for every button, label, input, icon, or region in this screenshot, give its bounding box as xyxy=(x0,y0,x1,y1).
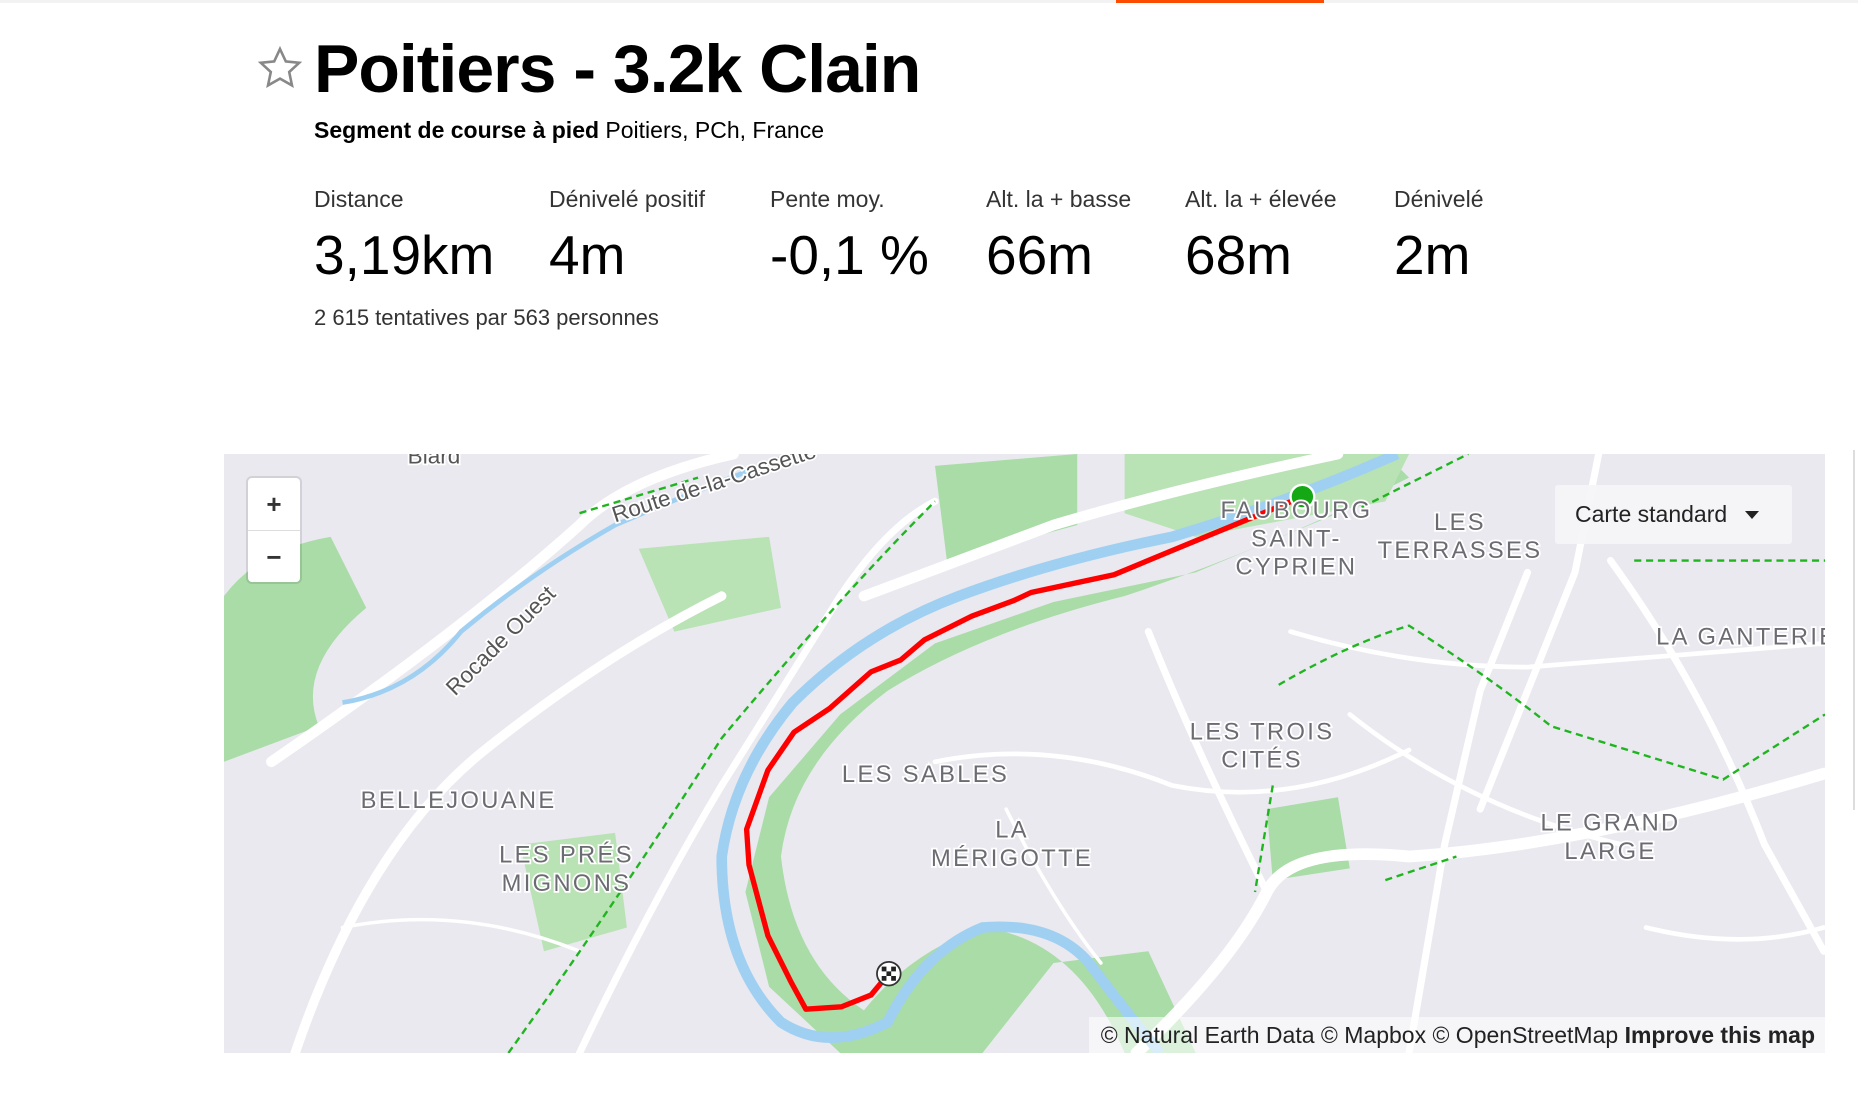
stat-value: 68m xyxy=(1185,224,1292,286)
place-label: CITÉS xyxy=(1221,747,1303,774)
attribution-text: © Natural Earth Data © Mapbox © OpenStre… xyxy=(1100,1022,1619,1048)
place-label: MIGNONS xyxy=(502,871,632,897)
stat-label: Dénivelé xyxy=(1394,186,1484,212)
divider xyxy=(1853,450,1855,810)
map-type-dropdown[interactable]: Carte standard xyxy=(1555,485,1792,544)
stat-avg-grade: Pente moy. -0,1 % xyxy=(770,186,929,287)
cycle-paths xyxy=(507,454,1825,1053)
place-label: FAUBOURG xyxy=(1221,498,1373,524)
stat-highest-elevation: Alt. la + élevée 68m xyxy=(1185,186,1337,287)
attempts-count: 2 615 tentatives par 563 personnes xyxy=(314,305,659,330)
stat-label: Distance xyxy=(314,186,404,212)
zoom-in-button[interactable]: + xyxy=(248,478,300,531)
stat-distance: Distance 3,19km xyxy=(314,186,494,287)
stat-label: Alt. la + élevée xyxy=(1185,186,1337,212)
stat-value: 2m xyxy=(1394,224,1471,286)
stat-value: 3,19km xyxy=(314,224,495,286)
place-label: SAINT- xyxy=(1251,526,1342,552)
river-valley xyxy=(745,454,1410,1053)
place-label: LA xyxy=(995,818,1029,844)
place-label: LES xyxy=(1434,510,1486,536)
park-area xyxy=(1266,797,1350,881)
map-canvas[interactable]: Biard Route de-la-Cassette Rocade Ouest … xyxy=(224,454,1825,1053)
top-nav-bar xyxy=(0,0,1858,3)
park-area xyxy=(638,536,781,632)
segment-subtitle: Segment de course à pied Poitiers, PCh, … xyxy=(314,117,824,144)
active-tab-indicator xyxy=(1116,0,1324,3)
start-marker[interactable] xyxy=(1289,483,1316,510)
map-attribution: © Natural Earth Data © Mapbox © OpenStre… xyxy=(1088,1017,1825,1053)
place-label: LE GRAND xyxy=(1540,810,1680,836)
zoom-out-button[interactable]: − xyxy=(266,542,282,572)
improve-map-link[interactable]: Improve this map xyxy=(1624,1022,1815,1048)
road-label-cassette: Route de-la-Cassette xyxy=(609,454,819,527)
caret-down-icon xyxy=(1745,510,1760,519)
map-type-label: Carte standard xyxy=(1575,501,1728,527)
stat-value: 4m xyxy=(549,224,626,286)
place-label: BELLEJOUANE xyxy=(361,788,557,814)
segment-location: Poitiers, PCh, France xyxy=(605,117,825,143)
place-label: LARGE xyxy=(1564,839,1656,865)
finish-flag-icon[interactable] xyxy=(876,960,902,987)
page-title: Poitiers - 3.2k Clain xyxy=(314,31,921,107)
place-label: MÉRIGOTTE xyxy=(931,845,1093,872)
stat-elevation-gain: Dénivelé positif 4m xyxy=(549,186,705,287)
park-area xyxy=(224,536,367,762)
zoom-controls: + − xyxy=(248,478,300,582)
segment-type: Segment de course à pied xyxy=(314,117,600,143)
stat-elevation-difference: Dénivelé 2m xyxy=(1394,186,1484,287)
segment-route[interactable] xyxy=(743,493,1306,1012)
place-label-biard: Biard xyxy=(408,454,461,468)
roads xyxy=(266,454,1825,1053)
place-label: LA GANTERIE xyxy=(1656,625,1825,651)
stream xyxy=(342,454,794,705)
river xyxy=(716,454,1400,1053)
stat-value: -0,1 % xyxy=(770,224,929,286)
segment-map[interactable]: Biard Route de-la-Cassette Rocade Ouest … xyxy=(224,454,1825,1053)
place-label: LES PRÉS xyxy=(499,841,634,868)
place-label: LES TROIS xyxy=(1190,719,1335,745)
stat-value: 66m xyxy=(986,224,1093,286)
place-label: CYPRIEN xyxy=(1236,555,1358,581)
stat-label: Pente moy. xyxy=(770,186,885,212)
stat-label: Alt. la + basse xyxy=(986,186,1132,212)
place-label: TERRASSES xyxy=(1378,538,1543,564)
stat-label: Dénivelé positif xyxy=(549,186,705,212)
place-label: LES SABLES xyxy=(842,762,1009,788)
star-icon[interactable] xyxy=(256,44,304,92)
stat-lowest-elevation: Alt. la + basse 66m xyxy=(986,186,1131,287)
